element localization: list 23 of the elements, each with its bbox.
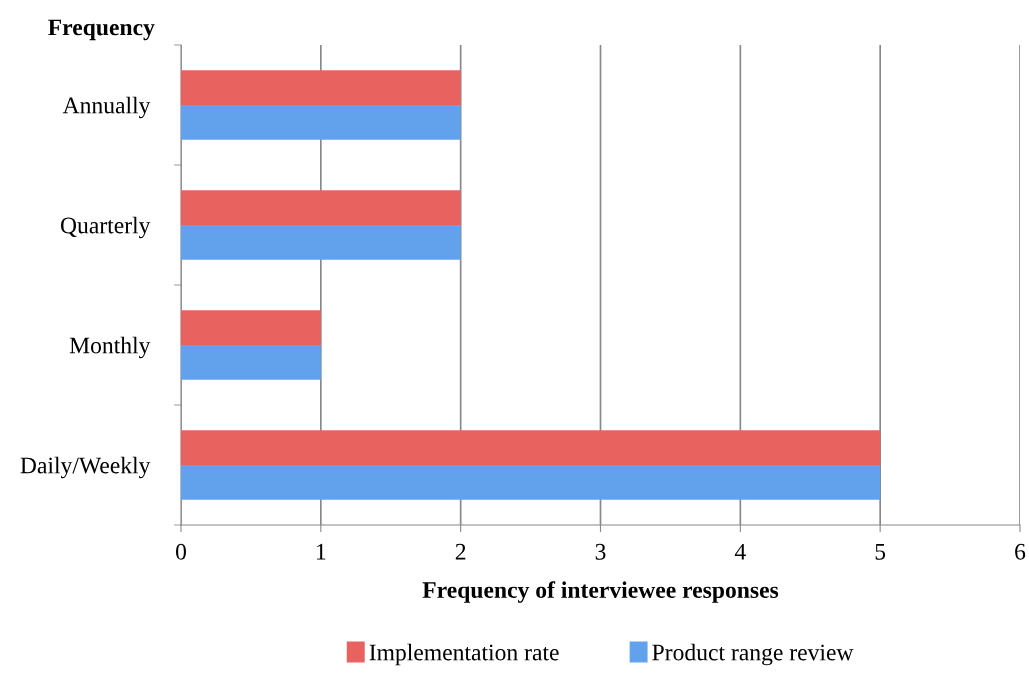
legend-label: Implementation rate: [369, 643, 559, 666]
x-tick-label: 4: [734, 543, 746, 560]
x-axis-title: Frequency of interviewee responses: [422, 581, 779, 603]
bar: [181, 465, 881, 500]
bar: [181, 225, 461, 260]
bar: [181, 190, 461, 225]
bar: [181, 345, 321, 380]
x-tick-label: 2: [455, 543, 466, 560]
y-tick-label: Daily/Weekly: [20, 456, 151, 479]
x-tick-label: 1: [317, 543, 326, 560]
y-axis-title: Frequency: [48, 19, 155, 41]
y-tick-label: Annually: [62, 96, 151, 119]
y-tick-label: Monthly: [69, 336, 151, 359]
legend-label: Product range review: [652, 643, 854, 666]
x-tick-label: 3: [595, 543, 606, 560]
bar: [181, 105, 461, 140]
x-tick-label: 6: [1015, 543, 1026, 560]
y-tick-label: Quarterly: [60, 216, 151, 239]
bar: [181, 310, 321, 345]
bar: [181, 430, 881, 465]
x-tick-label: 5: [875, 543, 886, 560]
x-tick-label: 0: [176, 543, 186, 560]
bar: [181, 70, 461, 105]
